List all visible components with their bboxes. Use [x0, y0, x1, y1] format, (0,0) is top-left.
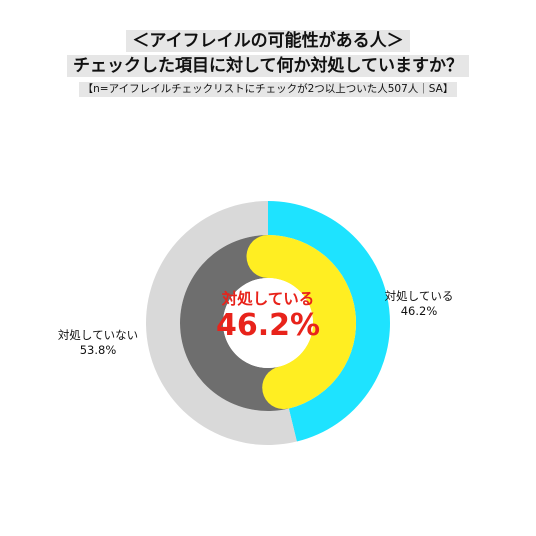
label-yes-name: 対処している — [384, 289, 454, 303]
chart-title-line1: ＜アイフレイルの可能性がある人＞ — [126, 30, 410, 52]
inner-ring-cap-end — [262, 366, 306, 410]
center-label-name: 対処している — [221, 290, 315, 308]
outer-ring-slice-yes — [268, 201, 390, 442]
label-yes-value: 46.2% — [400, 304, 438, 318]
label-yes: 対処している 46.2% — [376, 289, 462, 319]
inner-ring-cap-start — [246, 235, 290, 278]
chart-title-line2: チェックした項目に対して何か対処していますか？ — [67, 55, 469, 77]
chart-subtitle: 【n=アイフレイルチェックリストにチェックが2つ以上ついた人507人｜SA】 — [78, 82, 458, 97]
donut-hole — [223, 278, 313, 368]
chart-header: ＜アイフレイルの可能性がある人＞ チェックした項目に対して何か対処していますか？… — [0, 30, 536, 97]
center-label-value: 46.2% — [215, 308, 321, 343]
label-no-value: 53.8% — [79, 343, 117, 357]
inner-ring-slice-yes — [268, 235, 357, 409]
label-no: 対処していない 53.8% — [48, 328, 148, 358]
outer-ring-slice-no — [145, 201, 297, 445]
label-no-name: 対処していない — [57, 328, 139, 342]
inner-ring-slice-no — [180, 235, 289, 412]
